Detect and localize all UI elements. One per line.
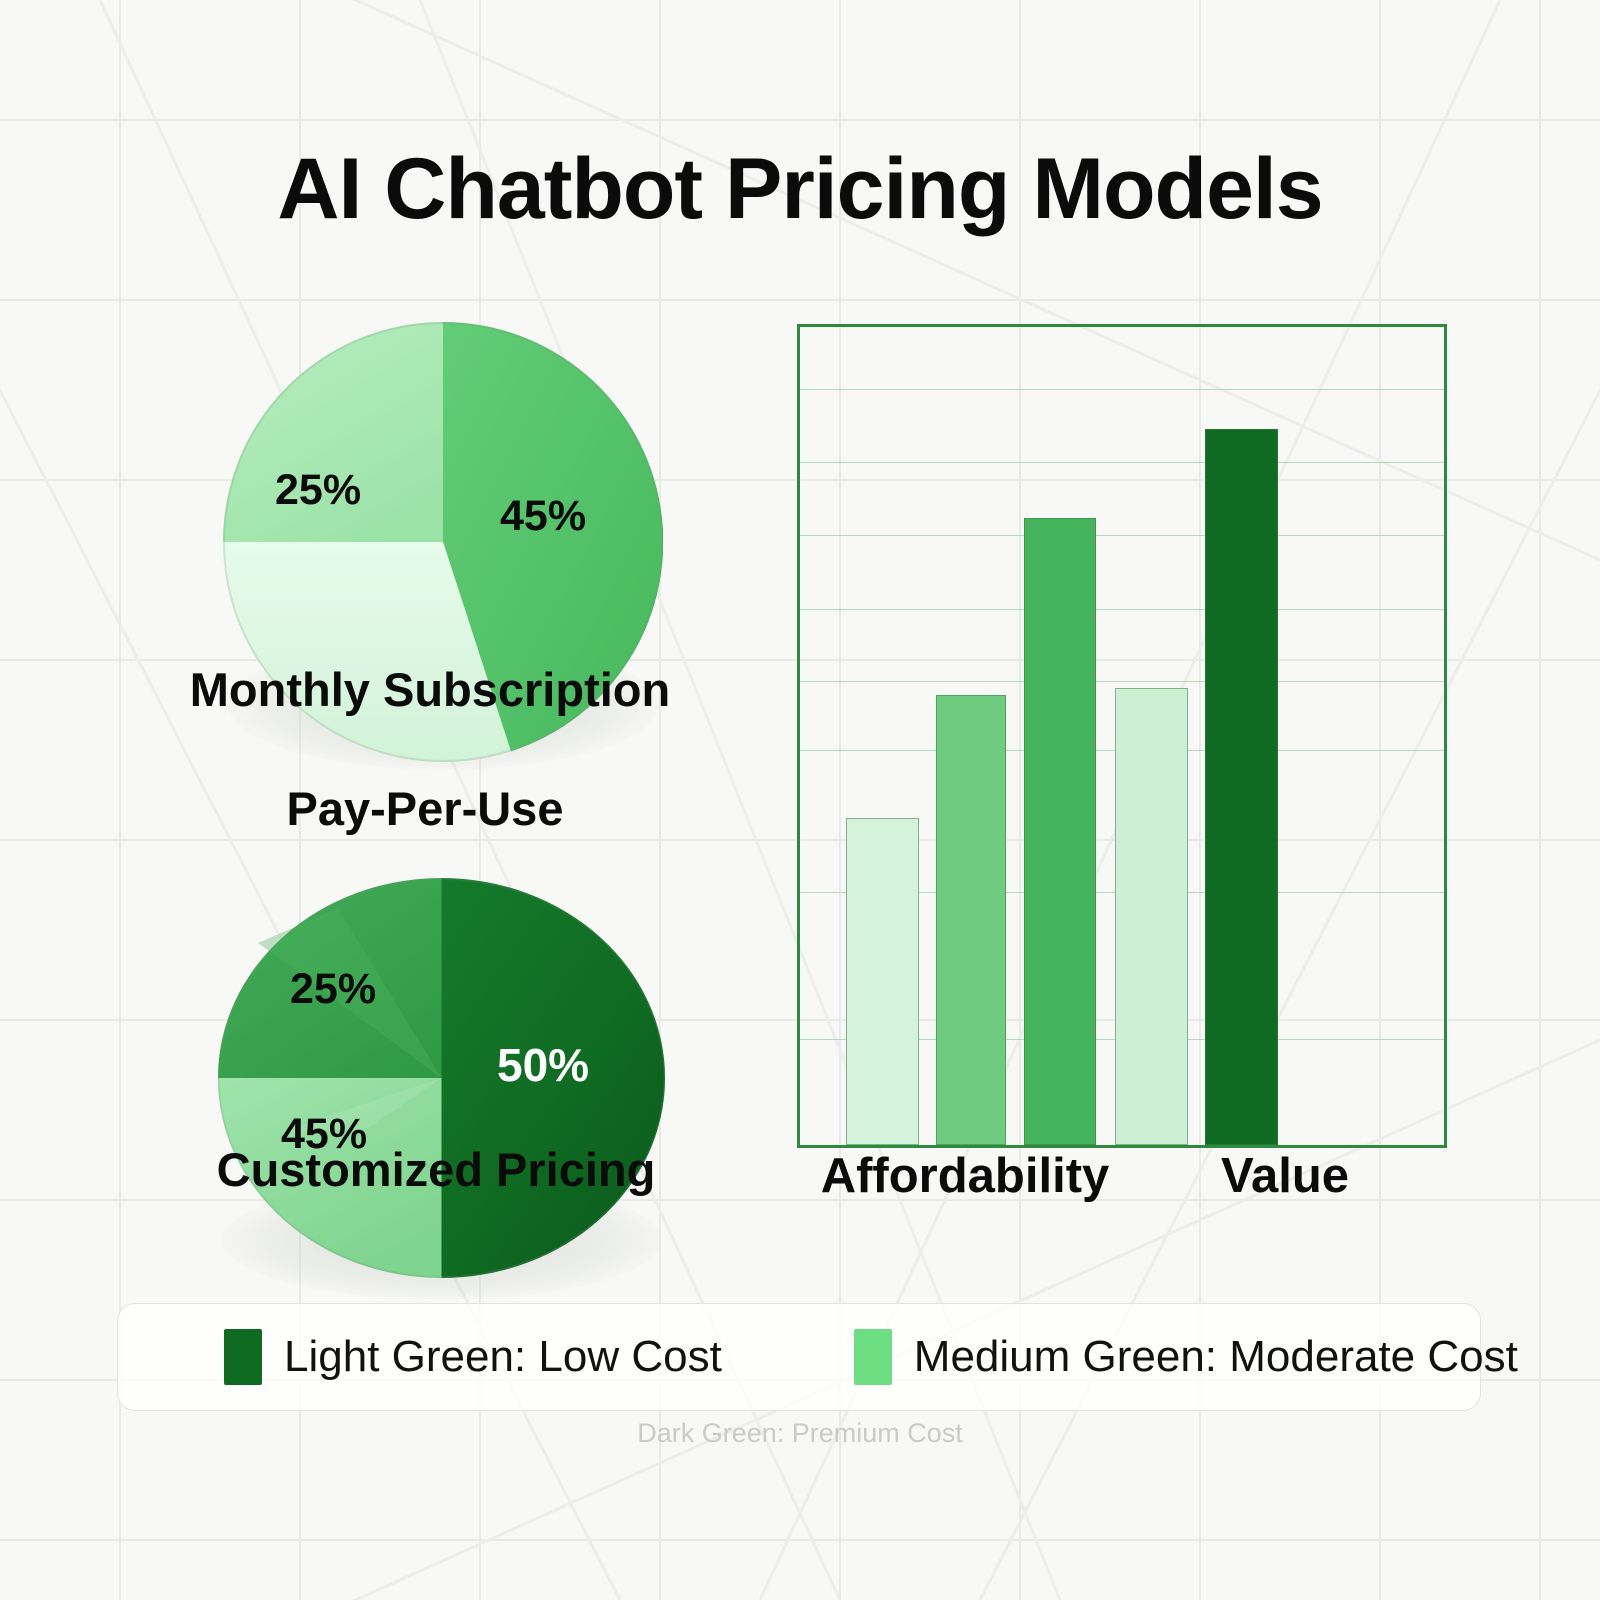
- pie-chart-monthly-subscription: [222, 321, 664, 763]
- bar-1: [936, 695, 1006, 1145]
- bar-chart-gridline: [800, 462, 1444, 463]
- bar-chart-gridline: [800, 535, 1444, 536]
- bar-4: [1205, 429, 1278, 1145]
- legend-item-low-cost[interactable]: Light Green: Low Cost: [224, 1329, 722, 1385]
- bar-chart-gridline: [800, 389, 1444, 390]
- bar-chart-gridline: [800, 609, 1444, 610]
- legend: Light Green: Low Cost Medium Green: Mode…: [117, 1303, 1518, 1411]
- pie-top-slice-30: [222, 542, 511, 763]
- pie-bottom-slice-45: [218, 1078, 442, 1278]
- bar-chart: [797, 324, 1447, 1148]
- bar-3: [1115, 688, 1188, 1145]
- page-title: AI Chatbot Pricing Models: [277, 141, 1323, 237]
- pie-bottom-value-50: 50%: [497, 1039, 590, 1091]
- legend-item-moderate-cost[interactable]: Medium Green: Moderate Cost: [853, 1329, 1518, 1385]
- pie-top-sublabel: Pay-Per-Use: [286, 782, 564, 835]
- bar-chart-gridline: [800, 681, 1444, 682]
- bar-axis-label-value: Value: [1220, 1149, 1350, 1203]
- pie-top-value-45: 45%: [500, 492, 587, 540]
- pie-top-slice-25: [223, 322, 443, 542]
- bar-0: [846, 818, 919, 1145]
- pie-chart-customized-pricing: [217, 878, 666, 1278]
- pie-top-slice-45: [443, 321, 664, 752]
- bar-2: [1024, 518, 1096, 1145]
- pie-bottom-label: Customized Pricing: [216, 1143, 656, 1196]
- bar-axis-label-affordability: Affordability: [820, 1149, 1110, 1203]
- pie-bottom-slice-50: [441, 878, 665, 1278]
- legend-swatch-low-cost: [224, 1329, 262, 1385]
- pie-bottom-value-25: 25%: [290, 965, 377, 1013]
- pie-bottom-slice-25: [218, 878, 442, 1078]
- pie-top-value-25: 25%: [275, 466, 362, 514]
- pie-top-label: Monthly Subscription: [189, 663, 671, 716]
- legend-swatch-moderate-cost: [853, 1329, 892, 1385]
- legend-label-moderate-cost: Medium Green: Moderate Cost: [913, 1332, 1518, 1381]
- legend-label-low-cost: Light Green: Low Cost: [284, 1332, 722, 1381]
- legend-footnote: Dark Green: Premium Cost: [637, 1418, 963, 1448]
- pie-bottom-value-45: 45%: [281, 1110, 368, 1158]
